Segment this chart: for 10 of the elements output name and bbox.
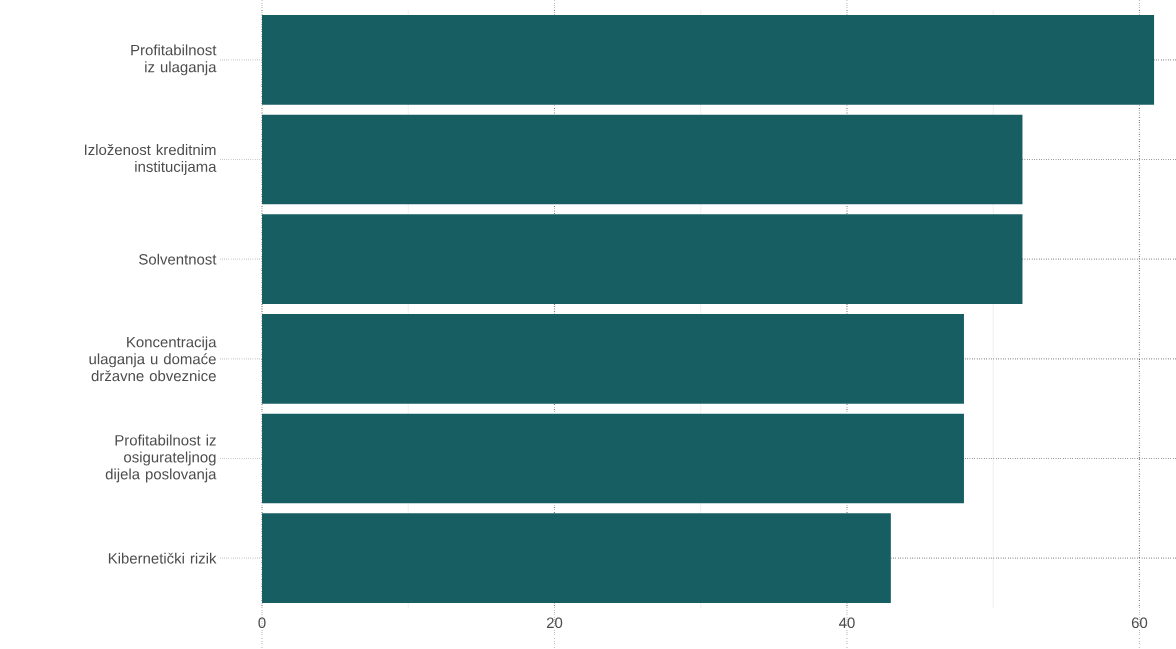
x-tick-label: 60 — [1131, 617, 1148, 629]
x-tick-label: 20 — [546, 617, 563, 629]
y-tick-label: Profitabilnost iz ulaganja — [131, 44, 217, 76]
x-tick-label: 0 — [258, 617, 266, 629]
y-tick-label: Koncentracija ulaganja u domaće državne obveznice — [89, 336, 217, 382]
x-tick-label: 40 — [839, 617, 855, 629]
y-tick-label: Izloženost kreditnim institucijama — [84, 144, 217, 175]
y-tick-label: Solventnost — [139, 253, 217, 265]
y-tick-label: Profitabilnost iz osigurateljnog dijela poslovanja — [105, 434, 217, 483]
y-tick-label: Kibernetički rizik — [108, 552, 217, 564]
